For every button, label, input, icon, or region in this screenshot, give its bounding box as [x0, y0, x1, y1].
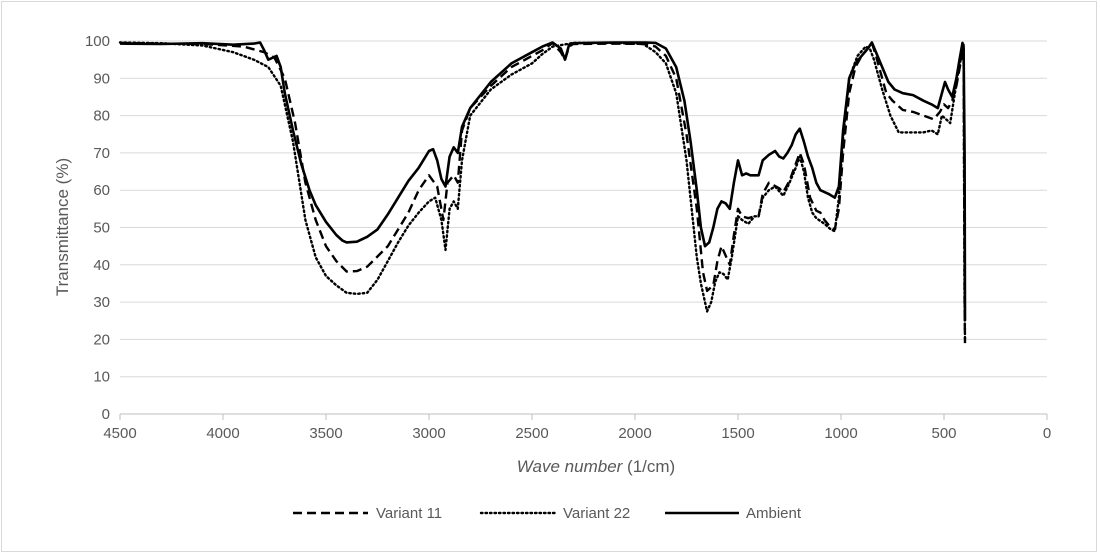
y-tick-label: 60 — [93, 182, 110, 199]
y-tick-label: 40 — [93, 257, 110, 274]
plot-area — [118, 41, 967, 344]
legend-label: Variant 22 — [563, 505, 630, 522]
series-line-ambient — [119, 41, 967, 321]
y-tick-label: 80 — [93, 108, 110, 125]
series-line-variant-22 — [118, 41, 967, 341]
x-axis-title: Wave number (1/cm) — [517, 457, 675, 476]
x-tick-label: 3500 — [309, 425, 342, 442]
y-tick-label: 100 — [85, 33, 110, 50]
y-tick-label: 0 — [102, 406, 110, 423]
x-tick-label: 4000 — [206, 425, 239, 442]
x-tick-label: 2000 — [618, 425, 651, 442]
x-tick-label: 500 — [931, 425, 956, 442]
x-tick-label: 1500 — [721, 425, 754, 442]
x-tick-label: 3000 — [412, 425, 445, 442]
y-tick-label: 50 — [93, 220, 110, 237]
x-tick-label: 0 — [1043, 425, 1051, 442]
gridlines — [120, 40, 1047, 378]
series-line-variant-11 — [119, 41, 967, 344]
x-axis-title-unit: (1/cm) — [622, 457, 675, 476]
y-tick-label: 90 — [93, 70, 110, 87]
legend-label: Ambient — [746, 505, 802, 522]
y-tick-label: 10 — [93, 369, 110, 386]
y-tick-label: 20 — [93, 331, 110, 348]
y-tick-label: 30 — [93, 294, 110, 311]
legend: Variant 11 Variant 22 Ambient — [293, 505, 802, 522]
x-tick-label: 4500 — [103, 425, 136, 442]
x-tick-label: 1000 — [824, 425, 857, 442]
x-axis: 4500 4000 3500 3000 2500 2000 1500 1000 500 0 — [103, 413, 1051, 442]
legend-label: Variant 11 — [376, 505, 442, 522]
x-axis-title-main: Wave number — [517, 457, 624, 476]
y-axis: 0 10 20 30 40 50 60 70 80 90 100 — [85, 33, 110, 423]
x-tick-label: 2500 — [515, 425, 548, 442]
y-axis-title: Transmittance (%) — [53, 158, 72, 296]
y-tick-label: 70 — [93, 145, 110, 162]
